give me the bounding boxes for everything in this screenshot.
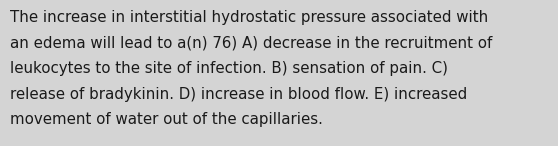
Text: movement of water out of the capillaries.: movement of water out of the capillaries…	[10, 112, 323, 127]
Text: release of bradykinin. D) increase in blood flow. E) increased: release of bradykinin. D) increase in bl…	[10, 87, 467, 102]
Text: The increase in interstitial hydrostatic pressure associated with: The increase in interstitial hydrostatic…	[10, 10, 488, 25]
Text: leukocytes to the site of infection. B) sensation of pain. C): leukocytes to the site of infection. B) …	[10, 61, 448, 76]
Text: an edema will lead to a(n) 76) A) decrease in the recruitment of: an edema will lead to a(n) 76) A) decrea…	[10, 36, 492, 51]
